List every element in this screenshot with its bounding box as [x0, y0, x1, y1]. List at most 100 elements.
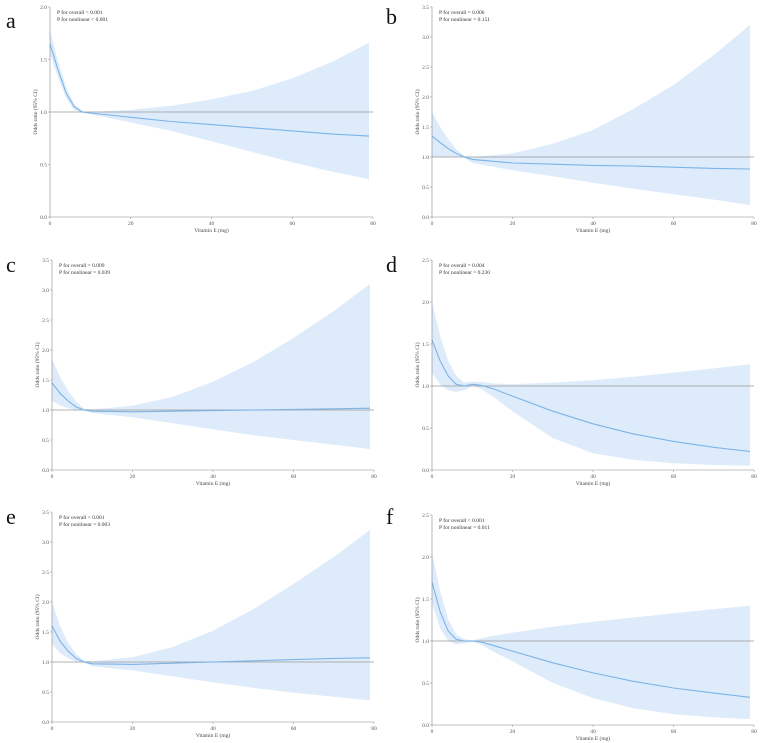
x-tick-label: 40 [590, 729, 596, 735]
panel-letter: e [6, 504, 16, 529]
y-axis-title: Odds ratio (95% CI) [32, 89, 39, 134]
x-tick-label: 20 [130, 474, 136, 480]
y-tick-label: 0.5 [42, 690, 49, 696]
x-tick-label: 20 [510, 221, 516, 227]
y-tick-label: 3.5 [42, 258, 49, 264]
confidence-band [432, 552, 750, 720]
y-tick-label: 1.0 [422, 384, 429, 390]
y-tick-label: 2.0 [40, 5, 47, 11]
p-value-annotation: P for overall < 0.001 [59, 514, 105, 521]
panel-d: d 0.0 0.5 1.0 1.5 2.0 2.5 0 20 40 60 80 Vitamin E (m… [386, 252, 757, 487]
x-tick-label: 60 [671, 474, 677, 480]
x-tick-label: 80 [371, 726, 377, 732]
y-tick-label: 2.0 [42, 348, 49, 354]
x-tick-label: 60 [671, 729, 677, 735]
y-axis-title: Odds ratio (95% CI) [414, 342, 421, 387]
x-tick-label: 0 [51, 474, 54, 480]
y-tick-label: 2.0 [422, 300, 429, 306]
x-tick-label: 0 [431, 221, 434, 227]
p-value-annotation: P for overall < 0.001 [439, 517, 485, 524]
p-value-annotation: P for nonlinear = 0.011 [439, 524, 490, 531]
y-tick-label: 1.0 [422, 155, 429, 161]
panel-letter: c [6, 252, 16, 277]
p-value-annotation: P for nonlinear = 0.230 [439, 269, 490, 276]
y-tick-label: 1.0 [42, 660, 49, 666]
y-tick-label: 0.0 [422, 468, 429, 474]
y-tick-label: 1.5 [40, 58, 47, 64]
x-tick-label: 40 [590, 474, 596, 480]
y-axis-title: Odds ratio (95% CI) [34, 594, 41, 639]
y-tick-label: 1.5 [422, 342, 429, 348]
x-tick-label: 40 [590, 221, 596, 227]
y-tick-label: 0.0 [422, 723, 429, 729]
x-axis-title: Vitamin E (mg) [194, 227, 229, 234]
x-axis-title: Vitamin E (mg) [196, 732, 231, 739]
x-axis-title: Vitamin E (mg) [576, 480, 611, 487]
x-axis-title: Vitamin E (mg) [576, 227, 611, 234]
y-tick-label: 3.5 [422, 5, 429, 11]
x-tick-label: 40 [210, 726, 216, 732]
y-tick-label: 2.5 [422, 258, 429, 264]
x-tick-label: 0 [49, 221, 52, 227]
x-tick-label: 80 [370, 221, 376, 227]
y-tick-label: 3.0 [422, 35, 429, 41]
y-tick-label: 2.5 [42, 570, 49, 576]
p-value-annotation: P for overall < 0.001 [57, 9, 103, 16]
x-tick-label: 0 [431, 474, 434, 480]
x-tick-label: 0 [51, 726, 54, 732]
y-axis-title: Odds ratio (95% CI) [414, 89, 421, 134]
panel-letter: d [386, 252, 397, 277]
y-tick-label: 2.5 [422, 513, 429, 519]
y-tick-label: 1.5 [42, 378, 49, 384]
odds-ratio-line [49, 43, 370, 137]
confidence-band [432, 25, 750, 205]
odds-ratio-line [51, 625, 371, 665]
y-tick-label: 1.5 [422, 125, 429, 131]
x-tick-label: 60 [291, 726, 297, 732]
x-tick-label: 20 [510, 729, 516, 735]
x-tick-label: 40 [210, 474, 216, 480]
p-value-annotation: P for nonlinear = 0.003 [59, 521, 110, 528]
y-tick-label: 3.5 [42, 510, 49, 516]
y-tick-label: 3.0 [42, 540, 49, 546]
y-tick-label: 2.5 [42, 318, 49, 324]
x-tick-label: 60 [291, 474, 297, 480]
confidence-band [52, 284, 370, 449]
p-value-annotation: P for overall = 0.009 [59, 262, 105, 269]
y-tick-label: 1.0 [422, 639, 429, 645]
y-tick-label: 2.0 [42, 600, 49, 606]
y-tick-label: 0.5 [40, 163, 47, 169]
odds-ratio-line [431, 582, 751, 698]
y-tick-label: 1.0 [42, 408, 49, 414]
y-tick-label: 0.0 [42, 468, 49, 474]
p-value-annotation: P for overall = 0.006 [439, 9, 485, 16]
y-tick-label: 0.5 [422, 681, 429, 687]
odds-ratio-line [431, 135, 751, 170]
y-tick-label: 0.0 [422, 215, 429, 221]
p-value-annotation: P for nonlinear < 0.001 [57, 16, 108, 23]
x-tick-label: 40 [209, 221, 215, 227]
p-value-annotation: P for nonlinear = 0.039 [59, 269, 110, 276]
x-tick-label: 20 [128, 221, 134, 227]
panel-letter: f [386, 504, 394, 529]
y-tick-label: 1.5 [422, 597, 429, 603]
y-tick-label: 2.0 [422, 95, 429, 101]
y-tick-label: 2.0 [422, 555, 429, 561]
y-tick-label: 0.5 [422, 185, 429, 191]
y-axis-title: Odds ratio (95% CI) [414, 597, 421, 642]
x-tick-label: 60 [290, 221, 296, 227]
y-tick-label: 0.0 [40, 215, 47, 221]
x-tick-label: 80 [751, 474, 757, 480]
panel-e: e 0.0 0.5 1.0 1.5 2.0 2.5 3.0 3.5 0 20 40 60 80 Vitami… [6, 504, 377, 739]
y-tick-label: 0.5 [42, 438, 49, 444]
x-tick-label: 20 [510, 474, 516, 480]
x-tick-label: 80 [371, 474, 377, 480]
panel-f: f 0.0 0.5 1.0 1.5 2.0 2.5 0 20 40 60 80 Vitamin E (m… [386, 504, 757, 742]
y-tick-label: 0.5 [422, 426, 429, 432]
panel-b: b 0.0 0.5 1.0 1.5 2.0 2.5 3.0 3.5 0 20 40 60 80 Vitami… [386, 4, 757, 234]
y-tick-label: 1.0 [40, 110, 47, 116]
y-tick-label: 0.0 [42, 720, 49, 726]
panel-letter: a [6, 8, 16, 33]
x-tick-label: 20 [130, 726, 136, 732]
x-tick-label: 60 [671, 221, 677, 227]
